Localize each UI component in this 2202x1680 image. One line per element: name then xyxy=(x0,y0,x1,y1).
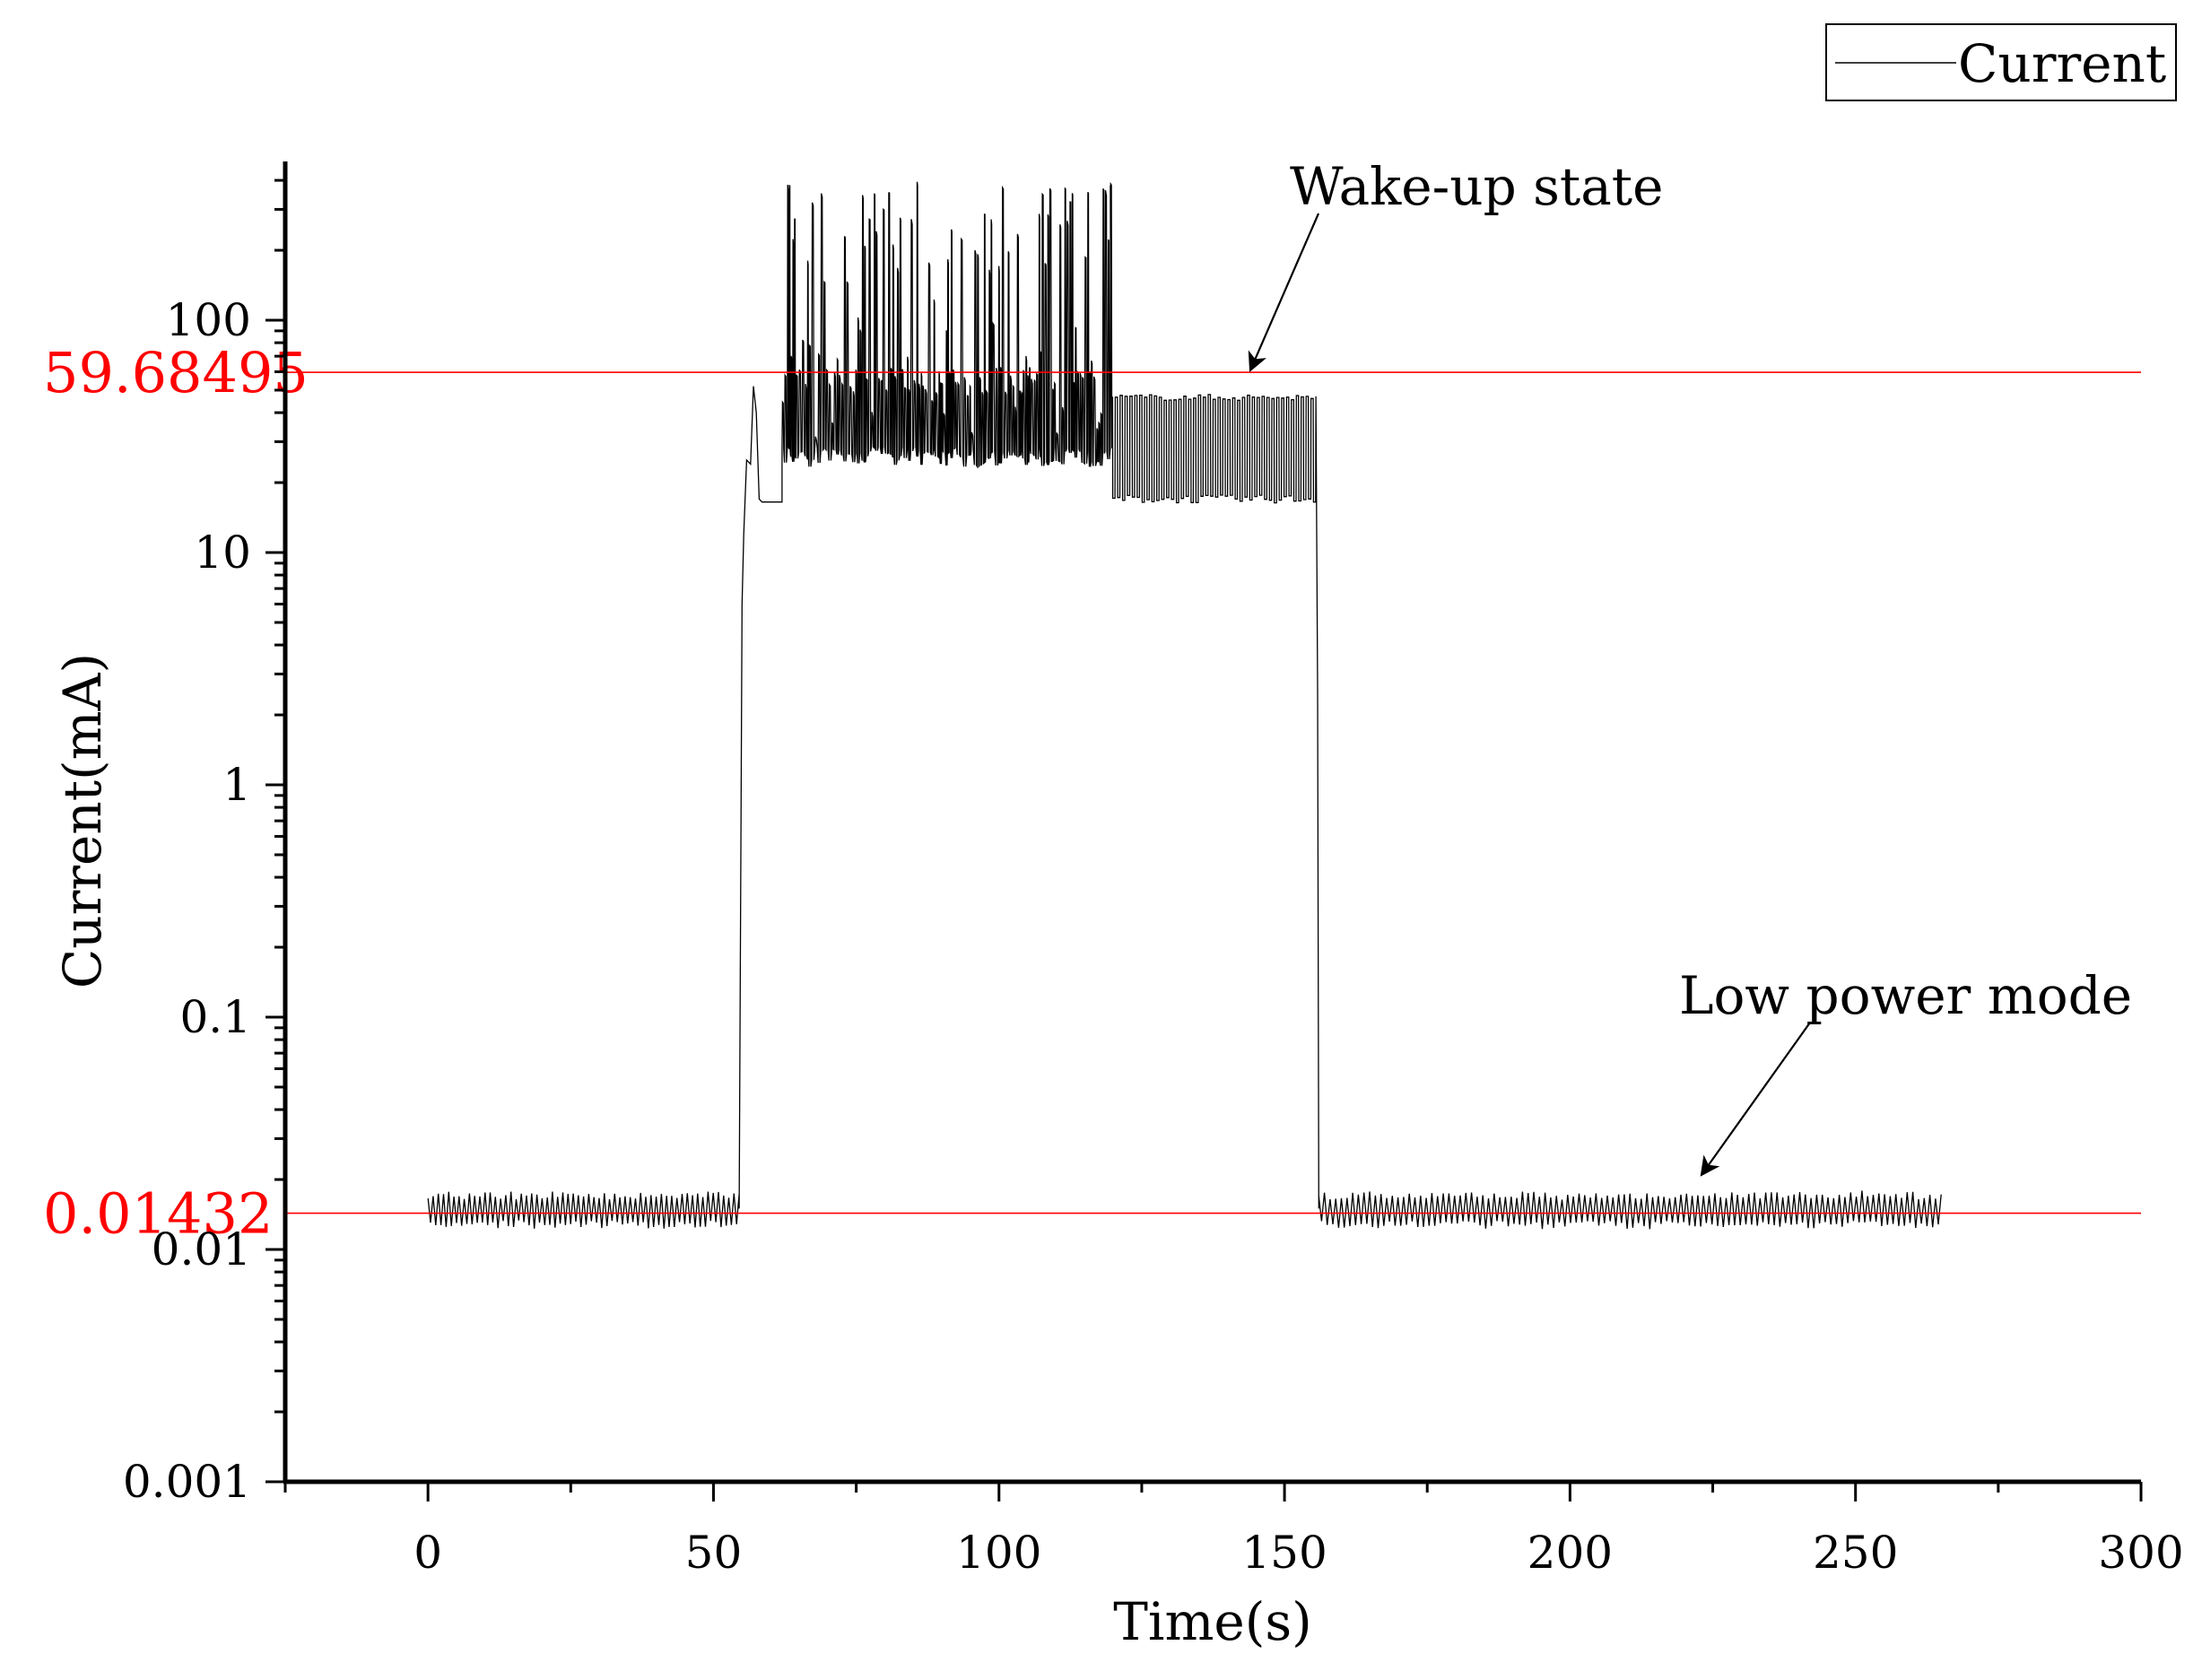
x-tick-label: 200 xyxy=(1527,1527,1613,1579)
x-axis-ticks: 0 50 100 150 200 250 300 xyxy=(283,1482,2184,1579)
y-tick-label: 0.1 xyxy=(179,991,251,1043)
legend-box xyxy=(1825,23,2177,101)
x-tick-label: 150 xyxy=(1241,1527,1327,1579)
plot-frame xyxy=(283,161,2141,1484)
y-axis-label: Current(mA) xyxy=(52,653,113,988)
y-tick-label: 100 xyxy=(166,294,251,346)
x-tick-label: 50 xyxy=(685,1527,743,1579)
annotation-text: Wake-up state xyxy=(1290,156,1663,217)
series-current xyxy=(427,181,1942,1230)
x-tick-label: 250 xyxy=(1813,1527,1898,1579)
x-tick-label: 0 xyxy=(413,1527,442,1579)
reference-line-label: 59.68495 xyxy=(43,340,309,405)
x-tick-label: 300 xyxy=(2098,1527,2183,1579)
y-tick-label: 1 xyxy=(222,759,251,811)
x-tick-label: 100 xyxy=(956,1527,1041,1579)
legend: Current xyxy=(1825,23,2177,101)
x-axis-label: Time(s) xyxy=(1113,1591,1312,1652)
series-current-line xyxy=(427,181,1942,1230)
annotation-arrow xyxy=(1700,1022,1811,1177)
y-tick-label: 0.001 xyxy=(123,1456,251,1508)
reference-line-label: 0.01432 xyxy=(43,1181,273,1247)
annotation-arrow xyxy=(1248,213,1320,372)
reference-lines: 59.68495 0.01432 xyxy=(43,340,2141,1247)
legend-label-current: Current xyxy=(1958,33,2166,94)
annotation-text: Low power mode xyxy=(1679,965,2132,1026)
y-axis-ticks: 0.001 0.01 0.1 1 10 100 xyxy=(123,178,285,1508)
y-tick-label: 10 xyxy=(194,527,251,579)
annotations: Wake-up state Low power mode xyxy=(1248,156,2132,1177)
y-tick-label: 0.01 xyxy=(152,1223,251,1275)
